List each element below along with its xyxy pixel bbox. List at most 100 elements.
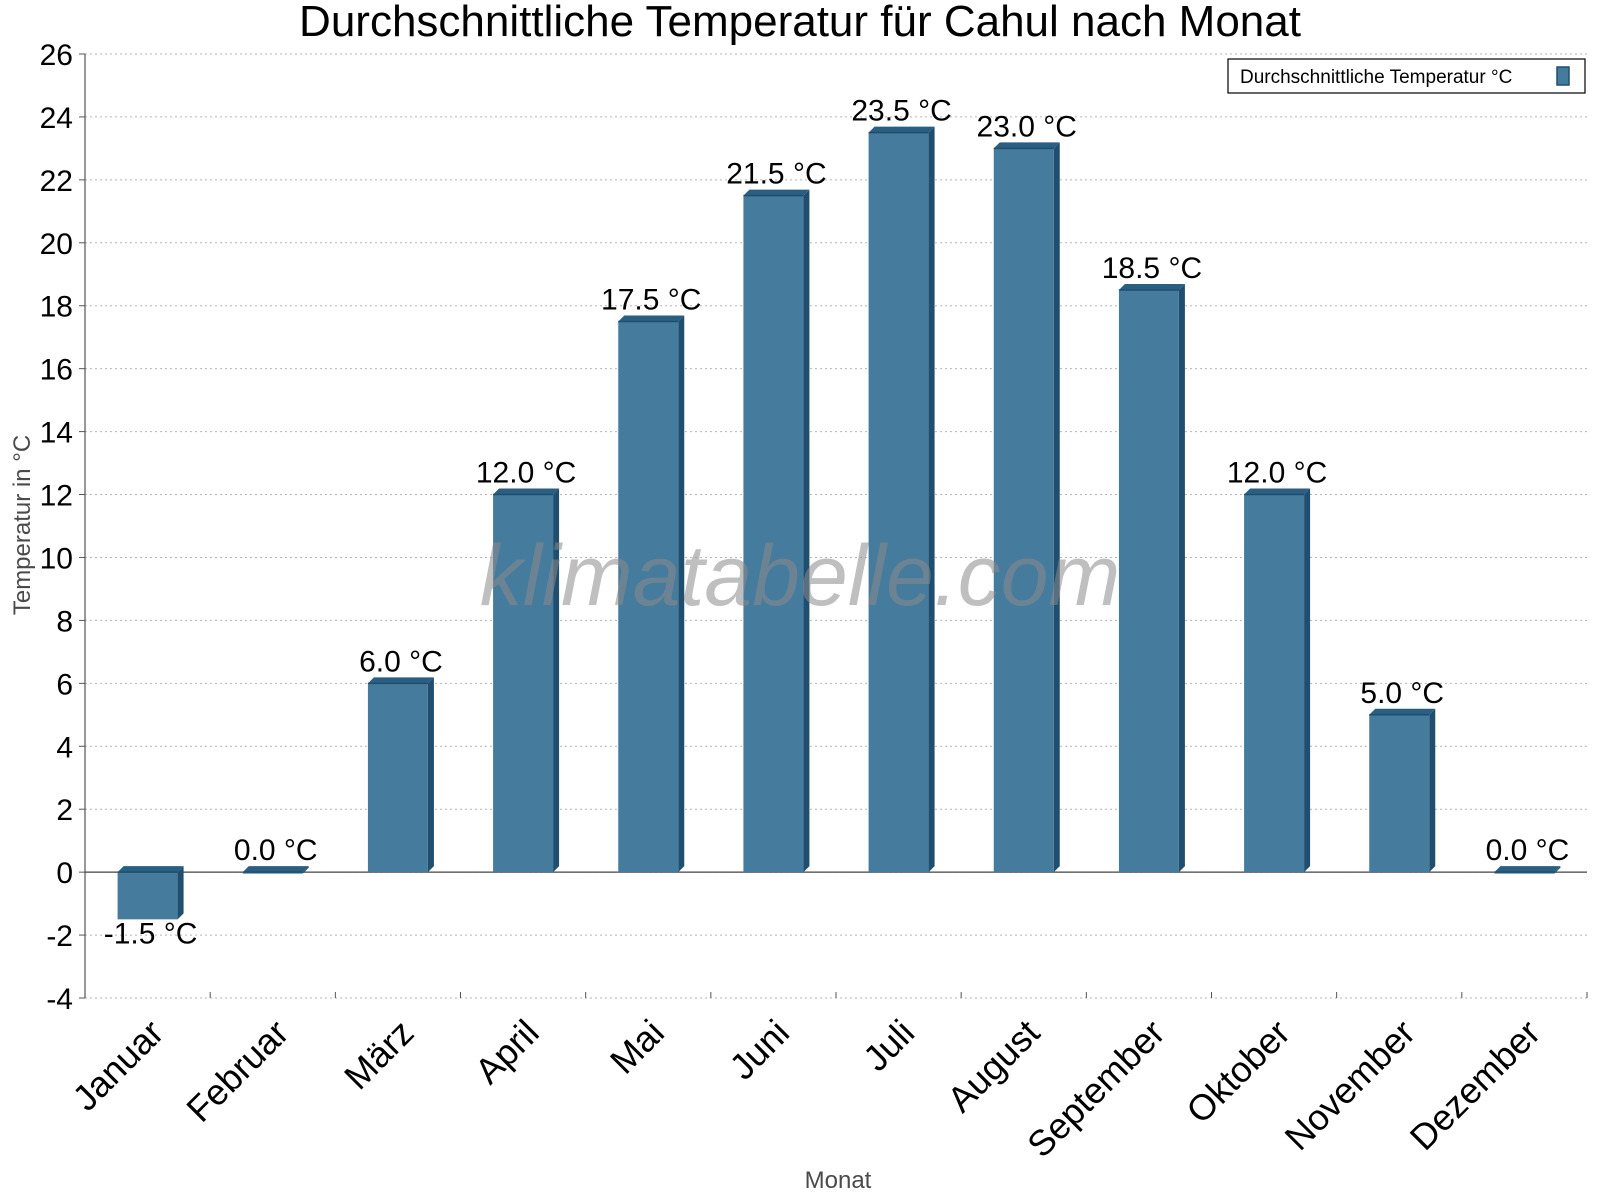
bar-juni [743,189,810,873]
y-axis-label: Temperatur in °C [9,435,36,615]
bar-top [868,126,935,133]
y-tick-label: 16 [40,354,73,387]
data-label: 5.0 °C [1360,677,1444,710]
x-tick-label: November [1276,1012,1422,1158]
y-tick-label: 22 [40,165,73,198]
y-tick-label: 12 [40,480,73,513]
data-label: 21.5 °C [726,158,826,191]
x-tick-label: Oktober [1178,1012,1298,1132]
bar-top [493,488,560,495]
y-tick-label: 6 [56,668,73,701]
data-label: 17.5 °C [601,283,701,316]
bar-side [553,488,560,873]
data-label: 23.5 °C [851,95,951,128]
y-tick-label: 8 [56,605,73,638]
axes [84,54,1587,998]
legend-swatch [1556,66,1570,86]
x-tick-label: Juli [855,1012,922,1079]
bar-juli [868,126,935,873]
bar-front [1369,714,1430,873]
bar-oktober [1244,488,1311,873]
bar-mai [618,315,685,873]
bar-side [1554,866,1561,874]
bar-side [302,866,309,874]
bar-dezember [1494,866,1561,874]
legend-label: Durchschnittliche Temperatur °C [1240,67,1512,88]
chart-title: Durchschnittliche Temperatur für Cahul n… [299,0,1301,46]
x-tick-label: Januar [64,1012,171,1119]
y-tick-label: 24 [40,102,73,135]
bar-side [1429,708,1436,873]
x-tick-label: April [467,1012,547,1092]
y-tick-label: -4 [46,983,73,1016]
x-tick-label: Februar [178,1012,296,1130]
bar-front [1118,290,1179,873]
x-tick-label: August [939,1012,1047,1120]
bar-front [117,872,178,920]
bar-top [1118,284,1185,290]
bar-side [1178,284,1185,873]
bar-top [1494,866,1561,873]
bar-top [242,866,309,873]
bar-front [618,321,679,873]
y-tick-label: 2 [56,794,73,827]
x-axis-ticks: Januar Februar März April Mai Juni Juli AugustS… [64,992,1588,1166]
bar-november [1369,708,1436,873]
bar-front [743,195,804,873]
watermark: klimatabelle.com [480,528,1120,624]
bar-februar [242,866,309,874]
bar-side [1053,142,1060,873]
bar-side [803,189,810,873]
y-tick-label: 20 [40,228,73,261]
x-tick-label: Mai [602,1012,672,1082]
y-tick-label: 4 [56,731,73,764]
x-tick-label: Dezember [1402,1012,1548,1158]
bar-top [1369,708,1436,715]
data-label: 6.0 °C [359,645,443,678]
data-label: -1.5 °C [104,917,198,950]
bar-side [177,866,184,920]
data-label: 0.0 °C [1486,834,1570,867]
bar-front [367,683,428,873]
bar-side [427,677,434,873]
bar-april [493,488,560,873]
bar-august [993,142,1060,873]
bar-september [1118,284,1185,873]
bar-top [743,189,810,196]
bar-side [1304,488,1311,873]
bar-front [868,132,929,873]
data-labels: -1.5 °C 0.0 °C 6.0 °C 12.0 °C 17.5 °C 21.5 °C… [104,95,1570,951]
bar-front [993,148,1054,873]
bar-märz [367,677,434,873]
y-tick-label: -2 [46,920,73,953]
bar-top [618,315,685,322]
bar-januar [117,866,184,920]
x-axis-label: Monat [805,1167,872,1194]
bar-top [367,677,434,684]
data-label: 18.5 °C [1102,252,1202,285]
bar-side [678,315,685,873]
legend-box [1227,58,1586,94]
x-tick-label: Juni [721,1012,797,1088]
y-tick-label: 18 [40,291,73,324]
bar-top [117,866,184,873]
y-tick-label: 26 [40,39,73,72]
data-label: 12.0 °C [1227,457,1327,490]
y-tick-label: 0 [56,857,73,890]
x-tick-label: September [1019,1012,1173,1166]
bar-side [928,126,935,873]
y-tick-label: 10 [40,542,73,575]
data-label: 0.0 °C [234,834,318,867]
bar-top [993,142,1060,149]
grid-lines [85,53,1587,999]
data-label: 12.0 °C [476,457,576,490]
bar-top [1244,488,1311,495]
legend: Durchschnittliche Temperatur °C [1227,58,1586,94]
bar-front [1244,494,1305,873]
data-label: 23.0 °C [977,110,1077,143]
bars [117,126,1561,920]
bar-front [493,494,554,873]
y-tick-label: 14 [40,417,73,450]
